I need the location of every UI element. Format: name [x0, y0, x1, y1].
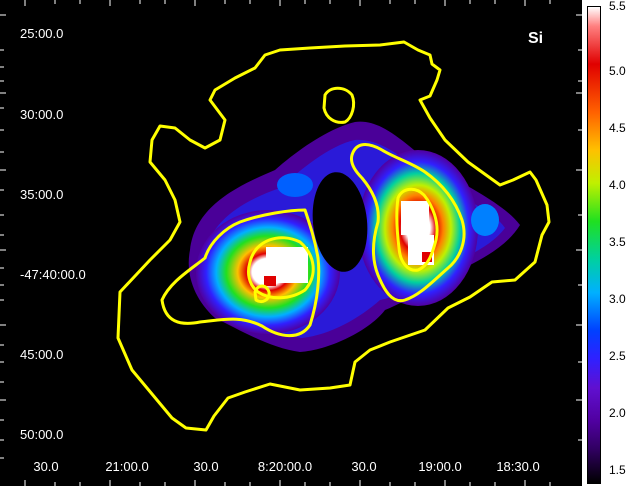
colorbar-label: 2.5 [609, 349, 626, 363]
colorbar-label: 5.0 [609, 64, 626, 78]
colorbar-label: 3.5 [609, 235, 626, 249]
colorbar-label: 4.5 [609, 121, 626, 135]
colorbar [587, 6, 601, 484]
colorbar-label: 1.5 [609, 463, 626, 477]
emission-map [0, 0, 582, 486]
right-blue-patch [471, 204, 499, 236]
dec-label: 35:00.0 [20, 187, 64, 202]
colorbar-label: 2.0 [609, 406, 626, 420]
dec-label: -47:40:00.0 [20, 267, 86, 282]
upper-blue-patch [277, 173, 313, 197]
dec-label: 30:00.0 [20, 107, 64, 122]
outer-contour [116, 40, 551, 432]
ra-label: 18:30.0 [496, 459, 540, 474]
element-label: Si [528, 30, 544, 47]
right-core-upper [401, 201, 429, 235]
dec-label: 50:00.0 [20, 427, 64, 442]
right-mid-contour [350, 143, 466, 303]
colorbar-label: 4.0 [609, 178, 626, 192]
central-cavity [312, 172, 368, 272]
right-core-edge [422, 252, 432, 262]
right-tick-marks [576, 14, 582, 441]
dec-label: 45:00.0 [20, 347, 64, 362]
ra-label: 19:00.0 [418, 459, 462, 474]
right-inner-contour [395, 187, 439, 272]
ra-label: 30.0 [33, 459, 59, 474]
left-tick-marks [0, 14, 6, 459]
ra-label: 8:20:00.0 [257, 459, 313, 474]
left-mid-contour [160, 208, 321, 338]
left-core-edge [264, 276, 276, 286]
image-panel: Si 25:00.0 30:00.0 35:00.0 -47:40:00.0 4… [0, 0, 582, 486]
left-inner-contour [247, 236, 315, 300]
dec-label: 25:00.0 [20, 26, 64, 41]
left-small-contour [253, 284, 271, 304]
top-tick-marks [24, 0, 551, 6]
colorbar-label: 3.0 [609, 292, 626, 306]
bottom-tick-marks [24, 480, 551, 486]
ra-label: 30.0 [193, 459, 219, 474]
ra-label: 21:00.0 [105, 459, 149, 474]
ra-label: 30.0 [351, 459, 377, 474]
colorbar-label: 5.5 [609, 0, 626, 13]
inner-hole-contour [322, 86, 356, 124]
